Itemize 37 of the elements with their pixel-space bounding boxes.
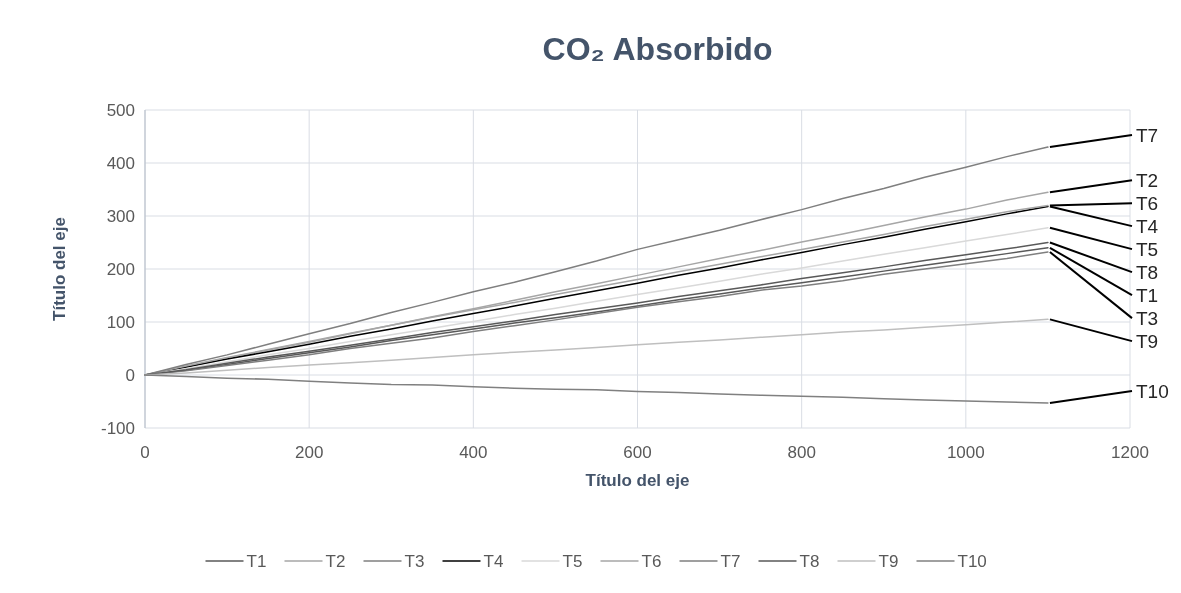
text: T6 [1136, 193, 1159, 215]
text: T4 [483, 552, 504, 571]
text: T7 [1136, 125, 1159, 147]
x-tick-label: 1000 [946, 443, 985, 462]
x-tick-label: 200 [294, 443, 324, 462]
legend-label: T6 [641, 552, 662, 571]
legend-label: T9 [878, 552, 899, 571]
y-tick-label: 0 [125, 366, 135, 385]
y-tick-label: 400 [106, 154, 135, 173]
legend-label: T4 [1136, 216, 1159, 238]
text: T8 [1136, 262, 1159, 284]
text: T3 [1136, 308, 1159, 330]
legend-label: T5 [562, 552, 583, 571]
text: T1 [1136, 285, 1159, 307]
x-tick-label: 800 [787, 443, 816, 462]
y-tick-label: -100 [100, 419, 135, 438]
x-tick-label: 400 [459, 443, 488, 462]
y-axis-title: Título del eje [50, 217, 69, 321]
text: T9 [1136, 331, 1159, 353]
y-tick-label: 100 [106, 313, 135, 332]
legend-label: T10 [957, 552, 987, 571]
legend-label: T3 [404, 552, 425, 571]
x-axis-title: Título del eje [585, 471, 690, 490]
y-tick-label: 500 [106, 101, 135, 120]
x-tick-label: 600 [623, 443, 652, 462]
legend-label: T2 [325, 552, 346, 571]
x-tick-label: 1200 [1111, 443, 1149, 462]
chart-title: CO₂ Absorbido [542, 31, 773, 67]
text: T10 [1136, 381, 1169, 403]
legend-label: T7 [720, 552, 741, 571]
x-tick-label: 0 [140, 443, 150, 462]
y-tick-label: 300 [106, 207, 135, 226]
y-tick-label: 200 [106, 260, 135, 279]
text: T2 [1136, 170, 1159, 192]
legend-label: T8 [799, 552, 820, 571]
text: T5 [1136, 239, 1159, 261]
legend-label: T1 [246, 552, 267, 571]
